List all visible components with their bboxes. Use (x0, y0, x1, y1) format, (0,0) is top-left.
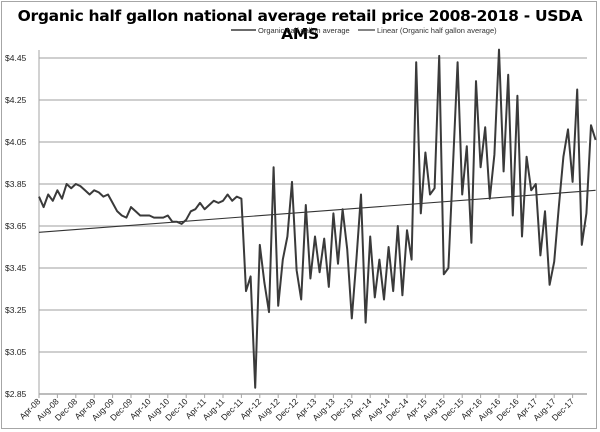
y-tick-label: $3.05 (5, 347, 27, 357)
chart-title: Organic half gallon national average ret… (17, 7, 583, 43)
y-tick-label: $3.45 (5, 263, 27, 273)
y-tick-label: $4.05 (5, 137, 27, 147)
y-tick-label: $4.45 (5, 53, 27, 63)
y-tick-label: $3.25 (5, 305, 27, 315)
series-line-organic-half-gallon-average (38, 48, 597, 389)
y-tick-label: $2.85 (5, 389, 27, 399)
legend-label: Linear (Organic half gallon average) (377, 26, 497, 35)
y-tick-label: $3.65 (5, 221, 27, 231)
legend-label: Organic half gallon average (258, 26, 350, 35)
y-tick-label: $4.25 (5, 95, 27, 105)
trendline (38, 189, 596, 233)
y-tick-label: $3.85 (5, 179, 27, 189)
